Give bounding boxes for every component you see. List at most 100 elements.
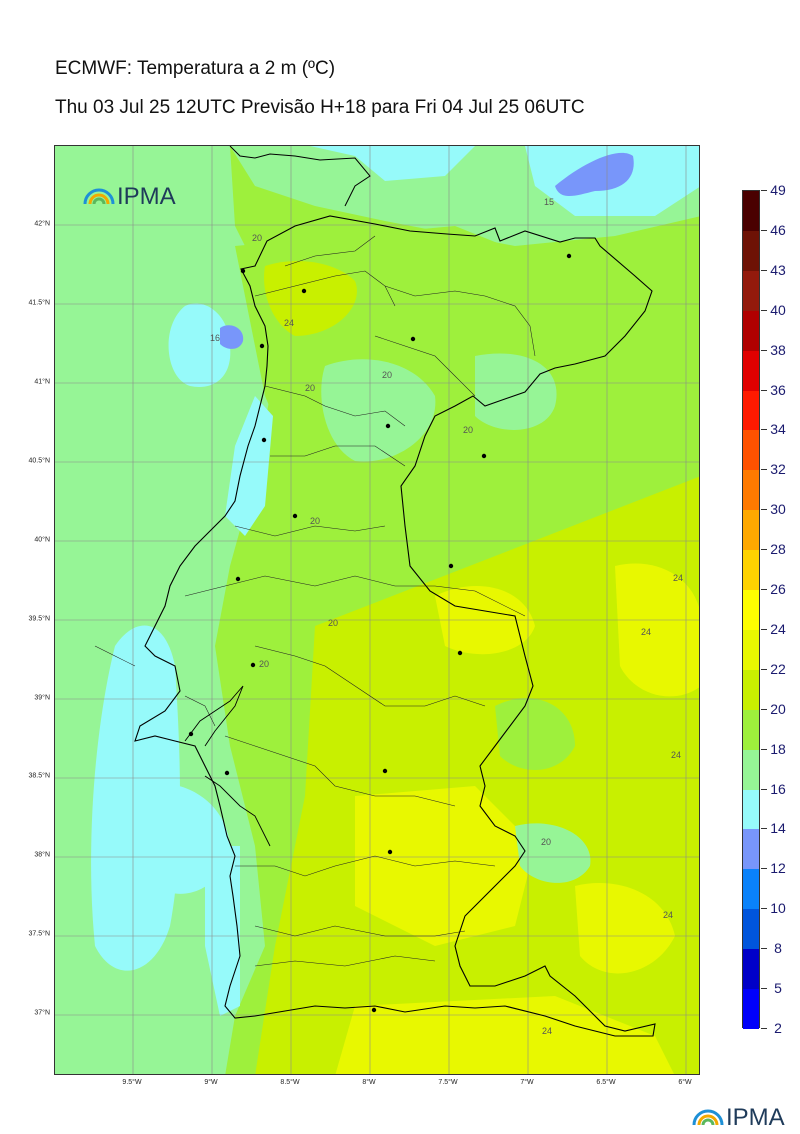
colorbar-label: 43 <box>770 261 786 278</box>
colorbar <box>742 190 760 1030</box>
lat-label: 38°N <box>34 851 50 859</box>
colorbar-tick <box>761 389 767 391</box>
chart-title: ECMWF: Temperatura a 2 m (ºC) <box>55 58 336 79</box>
colorbar-tick <box>761 628 767 630</box>
field-blue-ne <box>555 152 634 196</box>
colorbar-tick <box>761 229 767 231</box>
contour-labels: 15 20 24 16 20 20 20 20 20 24 24 20 24 2… <box>210 197 683 1036</box>
colorbar-label: 49 <box>770 182 786 198</box>
ipma-logo-footer: IPMA <box>692 1101 792 1134</box>
colorbar-tick <box>761 708 767 710</box>
colorbar-label: 40 <box>770 301 786 318</box>
colorbar-segment <box>743 829 759 870</box>
colorbar-segment <box>743 590 759 631</box>
colorbar-segment <box>743 270 759 312</box>
colorbar-tick <box>761 748 767 750</box>
field-24-26-d <box>575 883 675 974</box>
colorbar-label: 12 <box>770 860 786 877</box>
colorbar-segment <box>743 949 759 990</box>
field-cyan-coast-a <box>225 396 273 536</box>
colorbar-tick <box>761 309 767 311</box>
colorbar-segment <box>743 350 759 391</box>
field-blue-w <box>220 325 244 349</box>
colorbar-label: 30 <box>770 501 786 518</box>
colorbar-segment <box>743 310 759 352</box>
city-markers <box>188 253 572 1013</box>
colorbar-segment <box>743 629 759 671</box>
colorbar-segment <box>743 909 759 950</box>
contour-label: 20 <box>463 425 473 435</box>
colorbar-segment <box>743 390 759 431</box>
lon-label: 9.5°W <box>122 1079 142 1086</box>
colorbar-tick <box>761 988 767 990</box>
colorbar-label: 32 <box>770 461 786 478</box>
colorbar-tick <box>761 828 767 830</box>
field-18-20-ne <box>475 353 557 430</box>
map-svg: 15 20 24 16 20 20 20 20 20 24 24 20 24 2… <box>55 146 699 1074</box>
lat-label: 37°N <box>34 1009 50 1017</box>
colorbar-tick <box>761 868 767 870</box>
colorbar-segment <box>743 430 759 471</box>
colorbar-tick <box>761 269 767 271</box>
colorbar-label: 46 <box>770 221 786 238</box>
lat-label: 39.5°N <box>28 615 50 623</box>
graticule <box>55 146 699 1074</box>
field-cyan-north <box>310 146 475 181</box>
contour-label: 24 <box>284 318 294 328</box>
colorbar-label: 34 <box>770 421 786 438</box>
colorbar-label: 5 <box>774 980 782 997</box>
colorbar-segment <box>743 709 759 751</box>
ipma-logo-map: IPMA <box>83 180 183 215</box>
field-cyan-coast-b <box>205 846 240 1016</box>
colorbar-segment <box>743 789 759 830</box>
colorbar-tick <box>761 429 767 431</box>
lat-label: 42°N <box>34 220 50 228</box>
colorbar-tick <box>761 908 767 910</box>
contour-label: 24 <box>673 573 683 583</box>
colorbar-label: 14 <box>770 820 786 837</box>
colorbar-tick <box>761 469 767 471</box>
field-24-26-e <box>335 996 674 1074</box>
tagus-estuary <box>184 685 271 847</box>
colorbar-tick <box>761 1028 767 1029</box>
contour-label: 24 <box>542 1026 552 1036</box>
colorbar-segment <box>743 510 759 551</box>
logo-text: IPMA <box>726 1104 785 1129</box>
contour-label: 20 <box>541 837 551 847</box>
contour-label: 24 <box>671 750 681 760</box>
field-18-20-center <box>321 359 436 462</box>
colorbar-segment <box>743 749 759 791</box>
lon-label: 7.5°W <box>438 1079 458 1086</box>
contour-label: 20 <box>328 618 338 628</box>
colorbar-segment <box>743 869 759 910</box>
colorbar-label: 10 <box>770 900 786 917</box>
portugal-border <box>134 215 656 1037</box>
lat-label: 41°N <box>34 378 50 386</box>
lat-label: 38.5°N <box>28 772 50 780</box>
colorbar-tick <box>761 190 767 191</box>
colorbar-label: 24 <box>770 620 786 637</box>
contour-label: 15 <box>544 197 554 207</box>
contour-label: 24 <box>663 910 673 920</box>
north-coast <box>229 146 371 207</box>
lon-label: 8.5°W <box>280 1079 300 1086</box>
colorbar-label: 20 <box>770 700 786 717</box>
contour-label: 16 <box>210 333 220 343</box>
field-18-20-se <box>515 823 591 883</box>
lon-label: 6°W <box>678 1079 692 1086</box>
field-cyan-west <box>168 303 231 387</box>
colorbar-label: 36 <box>770 381 786 398</box>
colorbar-segment <box>743 669 759 711</box>
colorbar-label: 22 <box>770 660 786 677</box>
colorbar-segment <box>743 470 759 511</box>
lat-label: 40.5°N <box>28 457 50 465</box>
colorbar-segment <box>743 550 759 591</box>
lon-label: 8°W <box>362 1079 376 1086</box>
colorbar-label: 38 <box>770 341 786 358</box>
colorbar-label: 16 <box>770 780 786 797</box>
colorbar-label: 26 <box>770 581 786 598</box>
colorbar-label: 18 <box>770 740 786 757</box>
district-boundaries <box>94 235 536 967</box>
colorbar-label: 2 <box>774 1020 782 1036</box>
lon-label: 9°W <box>204 1079 218 1086</box>
